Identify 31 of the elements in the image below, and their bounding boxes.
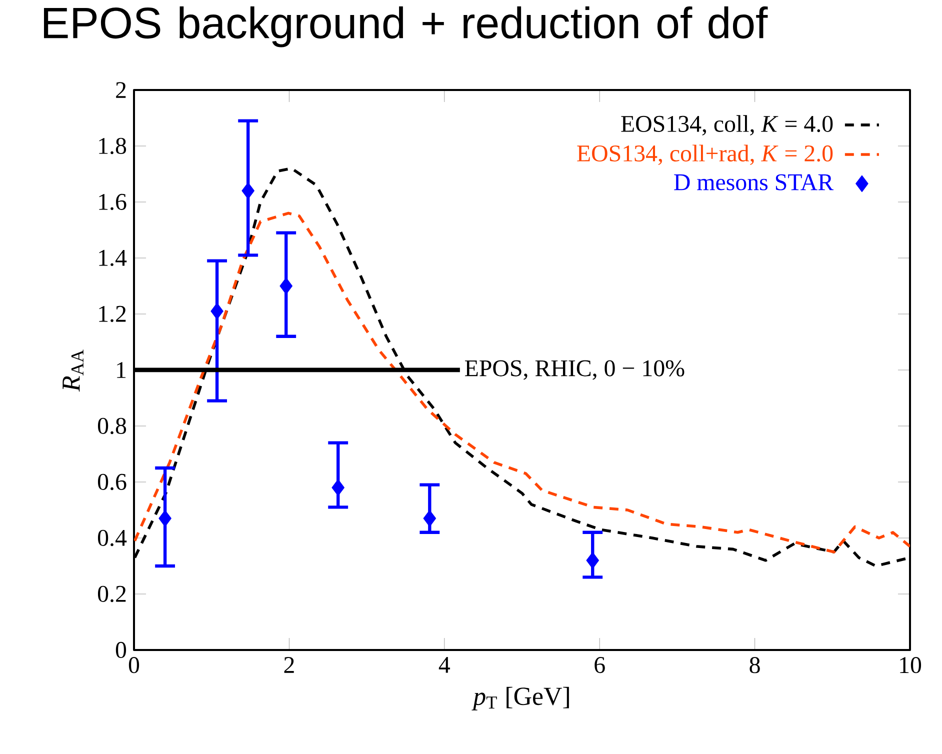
x-tick-label: 10 bbox=[900, 657, 922, 674]
legend-label: EOS134, coll, K = 4.0 bbox=[621, 115, 833, 136]
y-tick-label: 0.8 bbox=[98, 418, 126, 434]
y-tick-label: 1 bbox=[117, 362, 126, 378]
y-tick-label: 2 bbox=[116, 82, 126, 98]
point bbox=[210, 302, 224, 320]
point bbox=[158, 510, 172, 527]
chart-title: EPOS background + reduction of dof bbox=[44, 6, 768, 48]
x-tick-label: 8 bbox=[750, 657, 760, 674]
point bbox=[423, 510, 436, 527]
y-tick-label: 1.4 bbox=[99, 250, 127, 266]
y-tick-label: 1.2 bbox=[99, 306, 126, 322]
y-tick-label: 0.2 bbox=[98, 586, 126, 602]
point bbox=[586, 552, 599, 569]
x-tick-label: 6 bbox=[594, 657, 605, 674]
legend-label: EOS134, coll+rad, K = 2.0 bbox=[577, 144, 833, 165]
y-axis-title: R$_{AA}$ bbox=[62, 350, 84, 392]
point bbox=[332, 479, 344, 496]
legend-label: D mesons STAR bbox=[674, 174, 834, 190]
x-tick-label: 4 bbox=[438, 657, 450, 673]
series-label: EPOS, RHIC, 0 − 10% bbox=[464, 360, 684, 380]
point bbox=[242, 182, 254, 200]
y-tick-label: 1.8 bbox=[99, 138, 126, 154]
x-tick-label: 2 bbox=[284, 657, 294, 673]
point bbox=[280, 278, 292, 294]
y-tick-label: 0.6 bbox=[98, 474, 126, 490]
y-tick-label: 1.6 bbox=[99, 194, 126, 210]
x-axis-title: p$_{T}$ [GeV] bbox=[472, 686, 569, 710]
y-tick-label: 0.4 bbox=[98, 530, 127, 546]
x-tick-label: 0 bbox=[128, 657, 140, 674]
y-tick-label: 0 bbox=[116, 642, 126, 658]
